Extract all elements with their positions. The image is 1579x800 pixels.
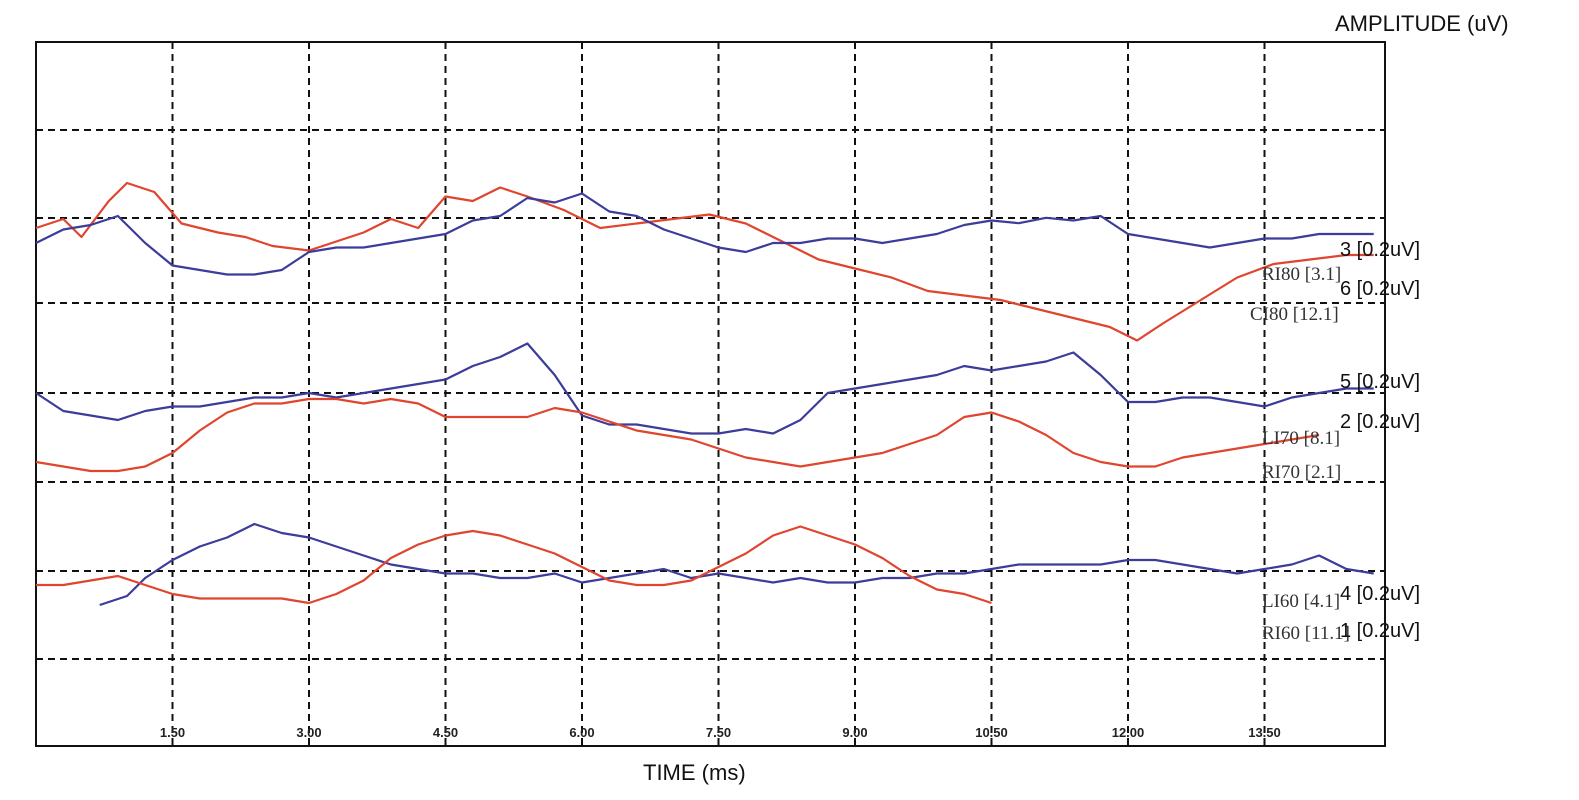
x-tick-label-9: 13.50 bbox=[1248, 725, 1281, 740]
x-axis-title: TIME (ms) bbox=[643, 760, 746, 785]
series-line-6 bbox=[36, 525, 992, 605]
x-tick-label-5: 7.50 bbox=[706, 725, 731, 740]
x-tick-label-7: 10.50 bbox=[975, 725, 1008, 740]
y-axis-title: AMPLITUDE (uV) bbox=[1335, 11, 1509, 36]
trace-label-8: RI70 [2.1] bbox=[1262, 462, 1341, 483]
trace-label-10: 4 [0.2uV] bbox=[1340, 583, 1420, 605]
series-line-4 bbox=[35, 397, 1320, 473]
x-tick-label-1: 1.50 bbox=[160, 725, 185, 740]
trace-label-5: 5 [0.2uV] bbox=[1340, 371, 1420, 393]
x-tick-label-2: 3.00 bbox=[296, 725, 321, 740]
trace-label-9: LI60 [4.1] bbox=[1262, 591, 1340, 612]
trace-label-1: 3 [0.2uV] bbox=[1340, 239, 1420, 261]
x-tick-label-3: 4.50 bbox=[433, 725, 458, 740]
series-line-3 bbox=[35, 342, 1374, 435]
trace-labels: 3 [0.2uV] RI80 [3.1]6 [0.2uV]CI80 [12.1] 5… bbox=[1250, 239, 1420, 644]
trace-label-2: RI80 [3.1] bbox=[1262, 264, 1341, 285]
trace-label-12: 1 [0.2uV] bbox=[1340, 620, 1420, 642]
series-line-2 bbox=[35, 192, 1374, 276]
trace-label-11: RI60 [11.1] bbox=[1262, 623, 1350, 644]
trace-label-4: CI80 [12.1] bbox=[1250, 304, 1339, 325]
x-tick-label-4: 6.00 bbox=[569, 725, 594, 740]
grid bbox=[36, 42, 1385, 746]
trace-label-6: LI70 [8.1] bbox=[1262, 428, 1340, 449]
series-layer bbox=[35, 181, 1374, 607]
trace-label-3: 6 [0.2uV] bbox=[1340, 278, 1420, 300]
x-tick-labels: 1.50 3.00 4.50 6.00 7.50 9.00 10.50 12.00 13.50 bbox=[160, 725, 1281, 740]
x-tick-label-8: 12.00 bbox=[1112, 725, 1145, 740]
trace-label-7: 2 [0.2uV] bbox=[1340, 411, 1420, 433]
x-tick-label-6: 9.00 bbox=[842, 725, 867, 740]
series-line-5 bbox=[99, 522, 1374, 607]
series-line-1 bbox=[35, 181, 1374, 342]
